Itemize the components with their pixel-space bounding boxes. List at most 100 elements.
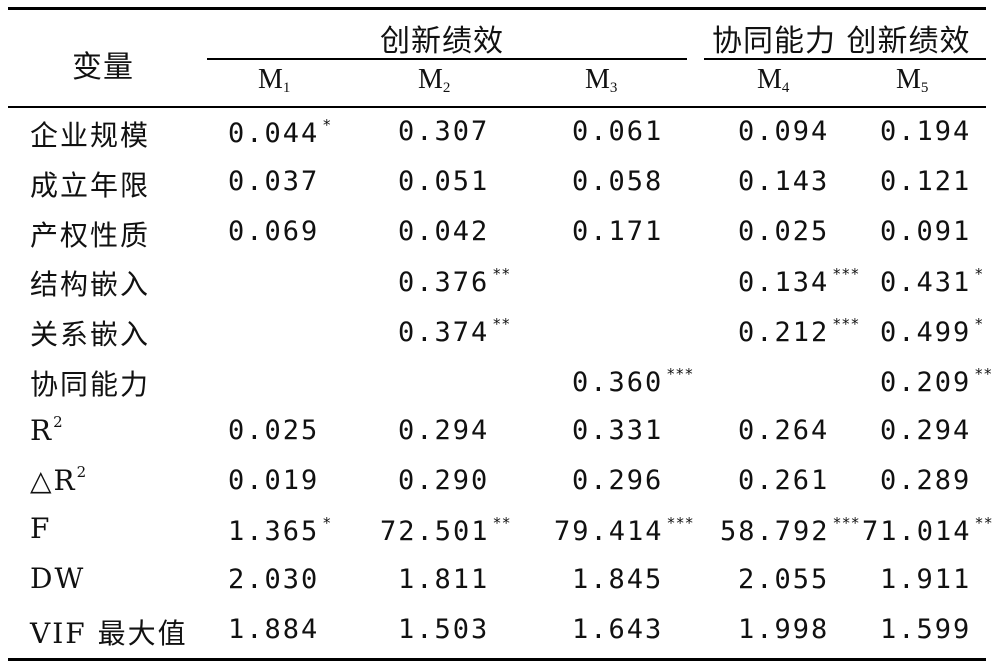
model-subscript: 2: [442, 80, 451, 96]
cell-value: 0.094: [738, 116, 830, 147]
cell-value: 0.037: [228, 165, 320, 197]
row-label: △R2: [30, 463, 88, 497]
table-cell: 0.212 ***: [738, 315, 859, 348]
cell-value: 0.261: [738, 464, 830, 496]
cell-value: 0.019: [228, 464, 320, 496]
row-label-text: DW: [30, 562, 86, 596]
cell-value: 79.414: [554, 516, 664, 548]
cell-value: 1.599: [880, 614, 972, 645]
table-cell: 0.069: [228, 216, 319, 247]
table-cell: 58.792 ***: [720, 514, 860, 547]
model-letter: M: [418, 64, 443, 95]
table-cell: 0.171: [572, 216, 663, 247]
significance-stars: *: [974, 315, 984, 334]
significance-stars: ***: [832, 514, 860, 533]
table-cell: 0.058: [572, 166, 663, 197]
table-cell: 1.643: [572, 614, 663, 645]
model-letter: M: [896, 64, 921, 95]
row-label-text: 关系嵌入: [30, 318, 151, 352]
table-cell: 1.998: [738, 614, 829, 645]
significance-stars: **: [974, 514, 992, 533]
table-cell: 0.264: [738, 415, 829, 446]
significance-stars: **: [974, 365, 992, 383]
cell-value: 0.058: [572, 165, 664, 197]
table-cell: 0.025: [738, 216, 829, 247]
table-cell: 0.290: [398, 465, 489, 496]
table-cell: 1.811: [398, 564, 489, 595]
significance-stars: *: [322, 116, 332, 134]
group-rule-right: [704, 58, 986, 60]
significance-stars: ***: [666, 514, 694, 533]
table-cell: 0.042: [398, 216, 489, 247]
table-cell: 0.091: [880, 216, 971, 247]
table-cell: 0.296: [572, 465, 663, 496]
cell-value: 1.845: [572, 564, 664, 596]
cell-value: 0.171: [572, 215, 664, 247]
table-cell: 0.094: [738, 116, 829, 147]
table-cell: 0.194: [880, 116, 971, 147]
row-label-text: 成立年限: [30, 168, 151, 202]
cell-value: 1.503: [398, 614, 490, 645]
bottom-rule: [8, 658, 986, 661]
significance-stars: **: [492, 315, 511, 334]
table-cell: 0.037: [228, 166, 319, 197]
row-label-text: 协同能力: [30, 368, 151, 401]
model-header-m5: M5: [896, 64, 928, 97]
header-group-innovation: 创新绩效: [380, 24, 504, 59]
table-cell: 0.044 *: [228, 116, 331, 149]
cell-value: 0.296: [572, 464, 664, 496]
model-letter: M: [757, 64, 782, 95]
cell-value: 0.431: [880, 267, 972, 299]
cell-value: 0.209: [880, 367, 972, 398]
cell-value: 0.289: [880, 464, 972, 496]
table-cell: 1.845: [572, 564, 663, 595]
row-label: 成立年限: [30, 164, 150, 204]
header-variable-label: 变量: [72, 50, 134, 85]
significance-stars: *: [322, 514, 332, 533]
row-label: 产权性质: [30, 214, 150, 254]
row-label-text: 企业规模: [30, 119, 151, 152]
table-cell: 0.376 **: [398, 265, 510, 298]
significance-stars: **: [492, 514, 511, 533]
table-cell: 1.599: [880, 614, 971, 645]
row-label-text: △R: [30, 463, 77, 497]
table-cell: 2.055: [738, 564, 829, 595]
row-label: 协同能力: [30, 363, 150, 403]
table-cell: 0.061: [572, 116, 663, 147]
table-cell: 2.030: [228, 564, 319, 595]
significance-stars: *: [974, 265, 984, 284]
row-label: VIF 最大值: [30, 612, 188, 652]
group-rule-left: [207, 58, 687, 60]
table-cell: 0.134 ***: [738, 265, 859, 298]
table-cell: 0.209 **: [880, 365, 992, 398]
cell-value: 0.091: [880, 215, 972, 247]
table-cell: 0.374 **: [398, 315, 510, 348]
row-label-text: VIF 最大值: [30, 617, 188, 650]
model-subscript: 5: [920, 80, 929, 96]
significance-stars: ***: [832, 315, 860, 334]
cell-value: 0.069: [228, 215, 320, 247]
significance-stars: **: [492, 265, 511, 284]
row-label-superscript: 2: [76, 462, 89, 481]
row-label-text: R: [30, 413, 54, 447]
model-letter: M: [585, 64, 610, 95]
cell-value: 0.499: [880, 317, 972, 349]
cell-value: 0.121: [880, 165, 972, 197]
model-header-m1: M1: [258, 64, 290, 97]
cell-value: 0.290: [398, 464, 490, 496]
cell-value: 0.134: [738, 267, 830, 299]
cell-value: 0.294: [398, 414, 490, 446]
row-label: 企业规模: [30, 114, 150, 154]
table-cell: 0.143: [738, 166, 829, 197]
table-cell: 0.051: [398, 166, 489, 197]
model-subscript: 1: [282, 80, 291, 96]
cell-value: 2.055: [738, 564, 830, 596]
header-bottom-rule: [8, 106, 986, 108]
table-cell: 0.294: [398, 415, 489, 446]
table-cell: 1.503: [398, 614, 489, 645]
table-cell: 72.501 **: [380, 514, 511, 547]
cell-value: 71.014: [862, 516, 972, 548]
cell-value: 2.030: [228, 564, 320, 596]
table-cell: 0.431 *: [880, 265, 983, 298]
